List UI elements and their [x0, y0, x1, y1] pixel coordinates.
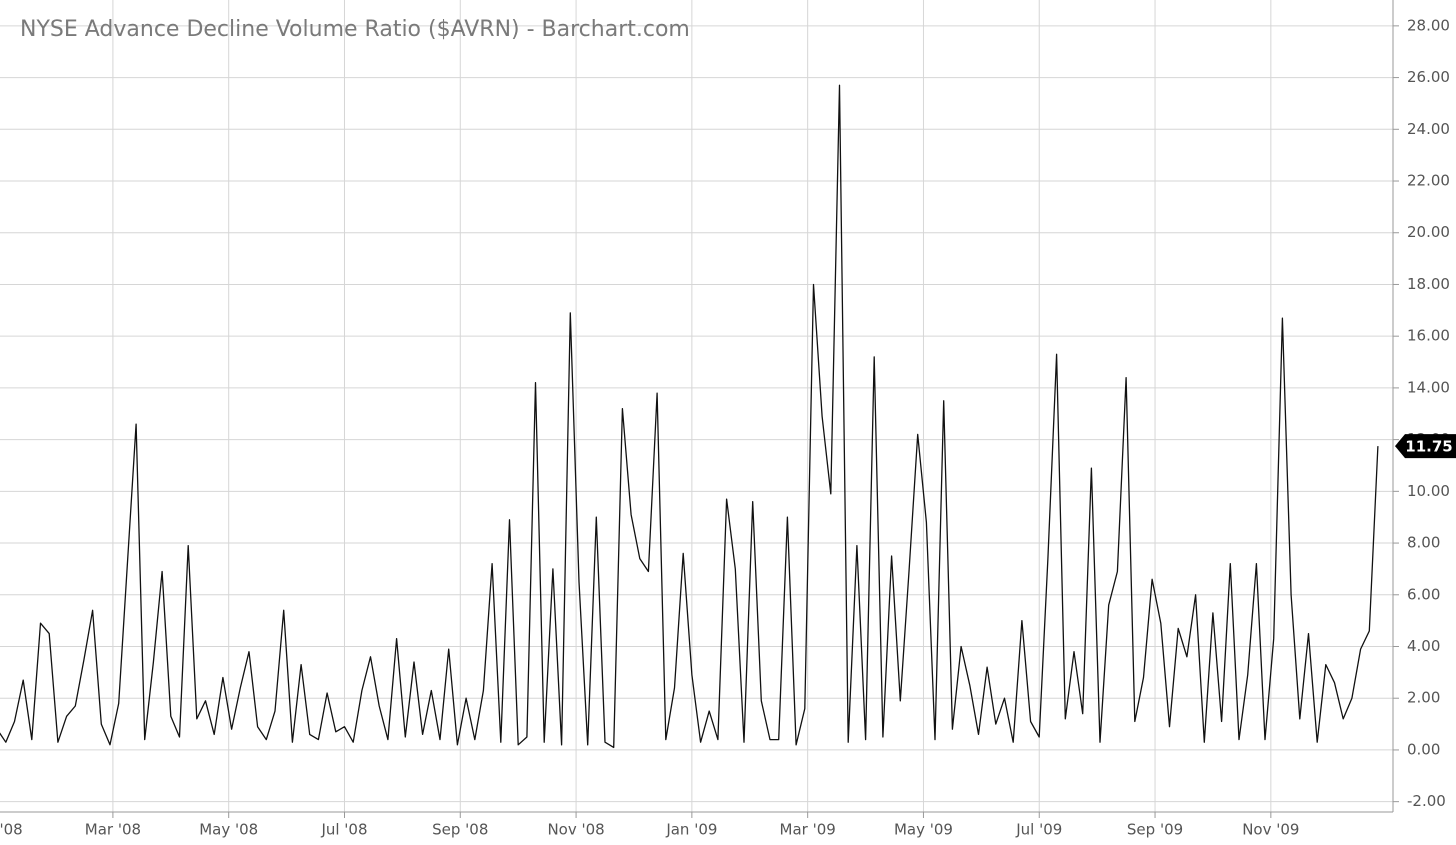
x-tick-label: Jan '09: [665, 821, 717, 839]
y-tick-label: 24.00: [1407, 120, 1450, 138]
y-tick-label: 20.00: [1407, 223, 1450, 241]
y-tick-label: 2.00: [1407, 689, 1440, 707]
x-tick-label: Jul '08: [320, 821, 367, 839]
y-tick-label: 26.00: [1407, 68, 1450, 86]
y-tick-label: 0.00: [1407, 740, 1440, 758]
x-tick-label: May '08: [199, 821, 258, 839]
y-tick-label: 14.00: [1407, 378, 1450, 396]
x-tick-label: Mar '09: [780, 821, 836, 839]
x-tick-label: Mar '08: [85, 821, 141, 839]
x-tick-label: Jan '08: [0, 821, 23, 839]
chart-title: NYSE Advance Decline Volume Ratio ($AVRN…: [20, 17, 690, 42]
data-line: [0, 84, 1379, 749]
x-tick-label: Jul '09: [1015, 821, 1062, 839]
x-tick-label: Nov '09: [1242, 821, 1299, 839]
y-tick-label: 18.00: [1407, 275, 1450, 293]
y-tick-label: 28.00: [1407, 16, 1450, 34]
x-tick-label: Sep '08: [432, 821, 488, 839]
x-tick-label: Sep '09: [1127, 821, 1183, 839]
y-tick-label: 10.00: [1407, 482, 1450, 500]
last-value-badge: [1395, 434, 1456, 459]
y-tick-label: -2.00: [1407, 792, 1446, 810]
x-tick-label: May '09: [894, 821, 953, 839]
y-tick-label: 4.00: [1407, 637, 1440, 655]
y-tick-label: 8.00: [1407, 534, 1440, 552]
y-tick-label: 22.00: [1407, 172, 1450, 190]
y-tick-label: 16.00: [1407, 327, 1450, 345]
last-value-label: 11.75: [1405, 438, 1452, 456]
y-tick-label: 6.00: [1407, 585, 1440, 603]
x-tick-label: Nov '08: [547, 821, 604, 839]
